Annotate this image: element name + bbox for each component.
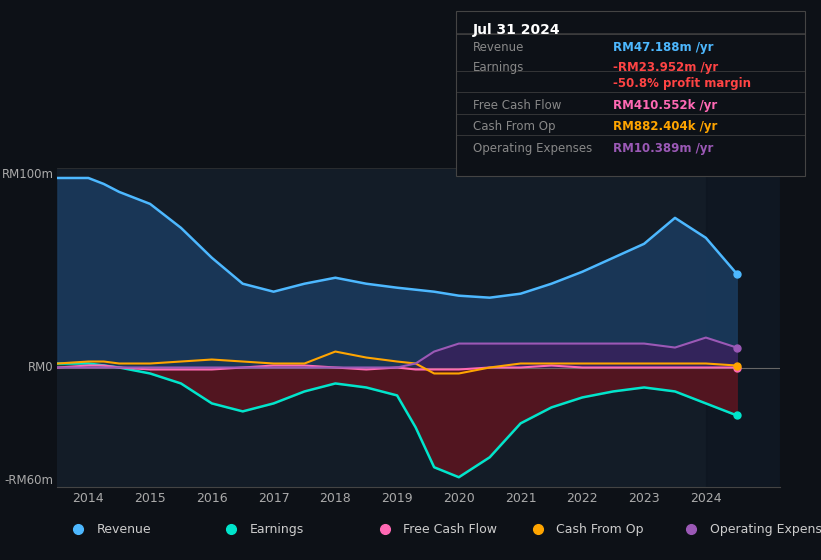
Text: Earnings: Earnings	[250, 522, 304, 536]
Text: Jul 31 2024: Jul 31 2024	[473, 23, 561, 37]
Text: Cash From Op: Cash From Op	[473, 120, 556, 133]
Text: RM882.404k /yr: RM882.404k /yr	[612, 120, 717, 133]
Text: Cash From Op: Cash From Op	[557, 522, 644, 536]
Text: Free Cash Flow: Free Cash Flow	[403, 522, 497, 536]
Text: RM410.552k /yr: RM410.552k /yr	[612, 99, 717, 112]
Text: Revenue: Revenue	[473, 41, 525, 54]
Text: -50.8% profit margin: -50.8% profit margin	[612, 77, 750, 90]
Text: RM47.188m /yr: RM47.188m /yr	[612, 41, 713, 54]
Text: Free Cash Flow: Free Cash Flow	[473, 99, 562, 112]
Text: RM100m: RM100m	[2, 168, 54, 181]
Text: -RM60m: -RM60m	[5, 474, 54, 487]
Text: RM10.389m /yr: RM10.389m /yr	[612, 142, 713, 155]
Text: -RM23.952m /yr: -RM23.952m /yr	[612, 61, 718, 74]
Text: RM0: RM0	[28, 361, 54, 374]
Bar	[706, 168, 780, 487]
Text: Operating Expenses: Operating Expenses	[473, 142, 592, 155]
FancyBboxPatch shape	[456, 11, 805, 176]
Text: Operating Expenses: Operating Expenses	[709, 522, 821, 536]
Text: Earnings: Earnings	[473, 61, 525, 74]
Text: Revenue: Revenue	[97, 522, 151, 536]
